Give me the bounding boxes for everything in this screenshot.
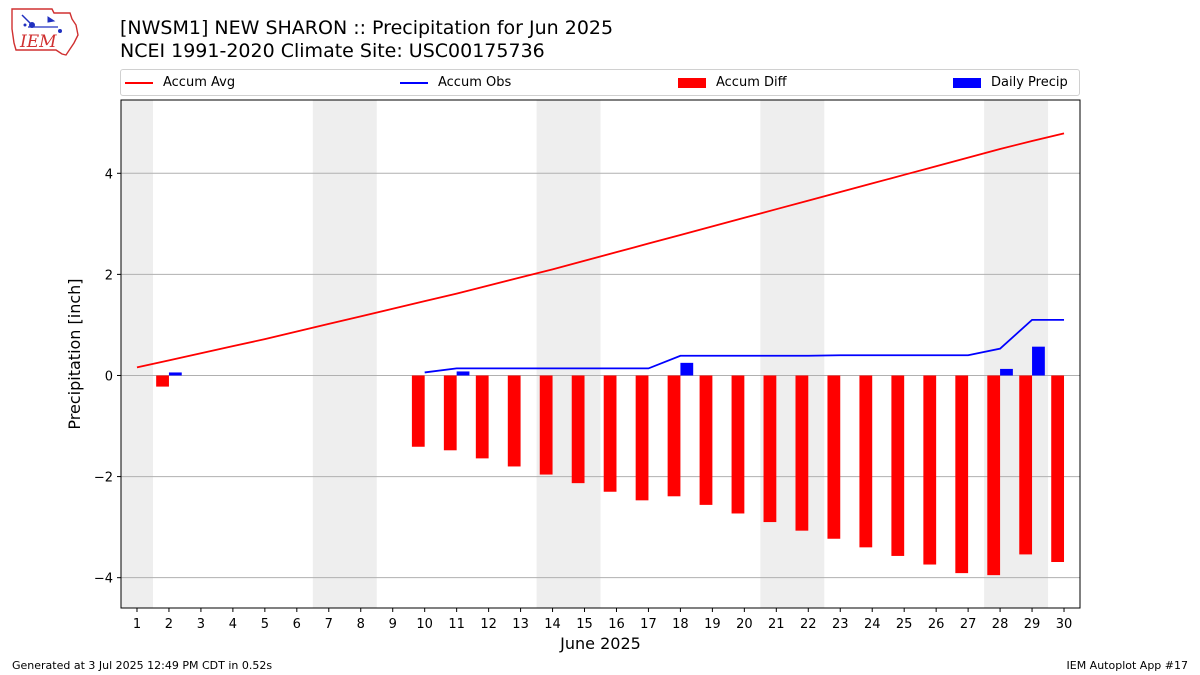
x-tick-label: 25 [896, 617, 913, 632]
accum-avg-line [136, 132, 1065, 369]
x-tick-label: 13 [512, 617, 529, 632]
y-tick-label: −2 [94, 471, 113, 486]
daily-precip-bar [1000, 368, 1013, 376]
legend-item-accum-avg: Accum Avg [125, 74, 235, 91]
weather-instruments-icon [21, 14, 62, 33]
x-tick-label: 26 [928, 617, 945, 632]
weekend-band [121, 100, 153, 608]
y-axis-ticks: −4 −2 0 2 4 [94, 167, 121, 587]
x-tick-label: 21 [768, 617, 785, 632]
x-tick-label: 12 [480, 617, 497, 632]
x-tick-label: 11 [448, 617, 465, 632]
legend-swatch-daily-precip [953, 77, 981, 88]
weekend-shading [121, 100, 1049, 608]
y-tick-label: 0 [105, 369, 113, 384]
x-tick-label: 5 [261, 617, 269, 632]
weekend-band [312, 100, 377, 608]
accum-diff-bar [156, 375, 169, 387]
chart-legend: Accum Avg Accum Obs Accum Diff Daily Pre… [120, 69, 1080, 96]
legend-swatch-accum-diff [678, 77, 706, 88]
accum-diff-bar [539, 375, 553, 475]
x-tick-label: 17 [640, 617, 657, 632]
x-tick-label: 10 [416, 617, 433, 632]
accum-diff-bar [571, 375, 585, 484]
accum-diff-bar [763, 375, 777, 523]
x-tick-label: 3 [197, 617, 205, 632]
x-tick-label: 20 [736, 617, 753, 632]
legend-label-accum-obs: Accum Obs [438, 75, 512, 90]
accum-diff-bar [1051, 375, 1065, 563]
x-tick-label: 15 [576, 617, 593, 632]
daily-precip-bar [1032, 346, 1045, 376]
accum-diff-bar [923, 375, 937, 565]
x-tick-label: 4 [229, 617, 237, 632]
accum-diff-bar [667, 375, 681, 497]
x-tick-label: 14 [544, 617, 561, 632]
x-tick-label: 1 [133, 617, 141, 632]
x-tick-label: 19 [704, 617, 721, 632]
bar-marks [156, 346, 1065, 576]
accum-diff-bar [859, 375, 873, 548]
y-tick-label: −4 [94, 572, 113, 587]
accum-diff-bar [827, 375, 841, 539]
y-axis-label: Precipitation [inch] [65, 278, 84, 429]
footer-generated-text: Generated at 3 Jul 2025 12:49 PM CDT in … [12, 659, 273, 672]
x-tick-label: 24 [864, 617, 881, 632]
accum-diff-bar [635, 375, 649, 501]
legend-swatch-accum-obs [400, 81, 428, 84]
accum-obs-line [424, 318, 1065, 374]
weekend-band [536, 100, 601, 608]
logo-text: IEM [19, 32, 57, 52]
accum-diff-bar [1019, 375, 1033, 555]
daily-precip-bar [680, 362, 694, 376]
x-tick-label: 23 [832, 617, 849, 632]
legend-item-accum-obs: Accum Obs [400, 74, 511, 91]
daily-precip-bar [456, 371, 470, 376]
daily-precip-bar [168, 372, 182, 376]
accum-diff-bar [411, 375, 425, 447]
x-tick-label: 30 [1056, 617, 1073, 632]
accum-diff-bar [603, 375, 617, 492]
legend-label-accum-avg: Accum Avg [163, 75, 236, 90]
x-tick-label: 7 [325, 617, 333, 632]
plot-frame [120, 99, 1081, 609]
accum-diff-bar [955, 375, 969, 574]
legend-label-daily-precip: Daily Precip [991, 75, 1068, 90]
x-axis-label: June 2025 [559, 634, 641, 653]
legend-item-daily-precip: Daily Precip [953, 74, 1068, 91]
y-tick-label: 2 [105, 268, 113, 283]
x-tick-label: 8 [357, 617, 365, 632]
legend-label-accum-diff: Accum Diff [716, 75, 787, 90]
accum-diff-bar [507, 375, 521, 467]
y-tick-label: 4 [105, 167, 113, 182]
x-tick-label: 9 [389, 617, 397, 632]
x-tick-label: 27 [960, 617, 977, 632]
iem-logo: IEM [11, 8, 79, 56]
accum-diff-bar [731, 375, 745, 514]
accum-diff-bar [475, 375, 489, 459]
x-tick-label: 18 [672, 617, 689, 632]
accum-diff-bar [891, 375, 905, 556]
x-tick-label: 29 [1024, 617, 1041, 632]
x-tick-label: 22 [800, 617, 817, 632]
chart-title: [NWSM1] NEW SHARON :: Precipitation for … [120, 17, 614, 39]
gridlines [121, 172, 1080, 579]
accum-diff-bar [987, 375, 1001, 576]
accum-diff-bar [699, 375, 713, 505]
weekend-band [760, 100, 825, 608]
footer-app-text: IEM Autoplot App #17 [1066, 659, 1189, 672]
legend-swatch-accum-avg [125, 81, 153, 84]
x-tick-label: 16 [608, 617, 625, 632]
x-tick-label: 28 [992, 617, 1009, 632]
line-marks [136, 132, 1065, 374]
x-tick-label: 6 [293, 617, 301, 632]
legend-item-accum-diff: Accum Diff [678, 74, 787, 91]
x-axis-ticks: 1 2 3 4 5 6 7 8 9 10 11 12 13 14 15 16 17 18 19 20 21 22 23 24 2… [133, 608, 1072, 632]
chart-subtitle: NCEI 1991-2020 Climate Site: USC00175736 [120, 40, 545, 62]
accum-diff-bar [443, 375, 457, 451]
accum-diff-bar [795, 375, 809, 531]
x-tick-label: 2 [165, 617, 173, 632]
